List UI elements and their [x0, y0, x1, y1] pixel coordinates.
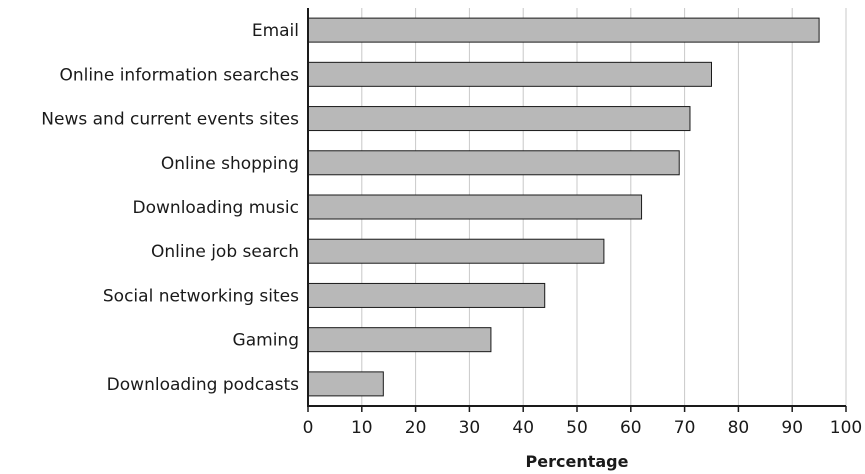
category-label: Online information searches — [59, 65, 299, 85]
x-tick-label: 30 — [459, 418, 481, 438]
x-tick-label: 20 — [405, 418, 427, 438]
x-tick-label: 50 — [566, 418, 588, 438]
category-label: News and current events sites — [41, 110, 299, 130]
bars — [307, 17, 820, 397]
bar-2 — [307, 61, 712, 87]
x-tick-labels: 0 10 20 30 40 50 60 70 80 90 100 — [303, 418, 863, 438]
category-labels: Email Online information searches News and… — [41, 21, 299, 395]
category-label: Online shopping — [161, 154, 299, 174]
category-label: Social networking sites — [103, 286, 299, 306]
bar-3 — [307, 106, 691, 132]
x-tick-label: 60 — [620, 418, 642, 438]
category-label: Downloading music — [133, 198, 299, 218]
category-label: Gaming — [233, 331, 299, 351]
bar-6 — [307, 238, 605, 264]
x-tick-label: 10 — [351, 418, 373, 438]
bar-7 — [307, 282, 546, 308]
x-tick-label: 70 — [674, 418, 696, 438]
x-axis-title: Percentage — [526, 452, 629, 471]
axes — [307, 8, 847, 412]
category-label: Downloading podcasts — [107, 375, 299, 395]
x-tick-label: 100 — [830, 418, 862, 438]
category-label: Email — [252, 21, 299, 41]
bar-8 — [307, 327, 492, 353]
x-tick-label: 90 — [781, 418, 803, 438]
bar-5 — [307, 194, 643, 220]
x-tick-label: 0 — [303, 418, 314, 438]
x-tick-label: 80 — [728, 418, 750, 438]
bar-9 — [307, 371, 384, 397]
x-tick-label: 40 — [512, 418, 534, 438]
bar-1 — [307, 17, 820, 43]
bar-4 — [307, 150, 680, 176]
category-label: Online job search — [151, 242, 299, 262]
